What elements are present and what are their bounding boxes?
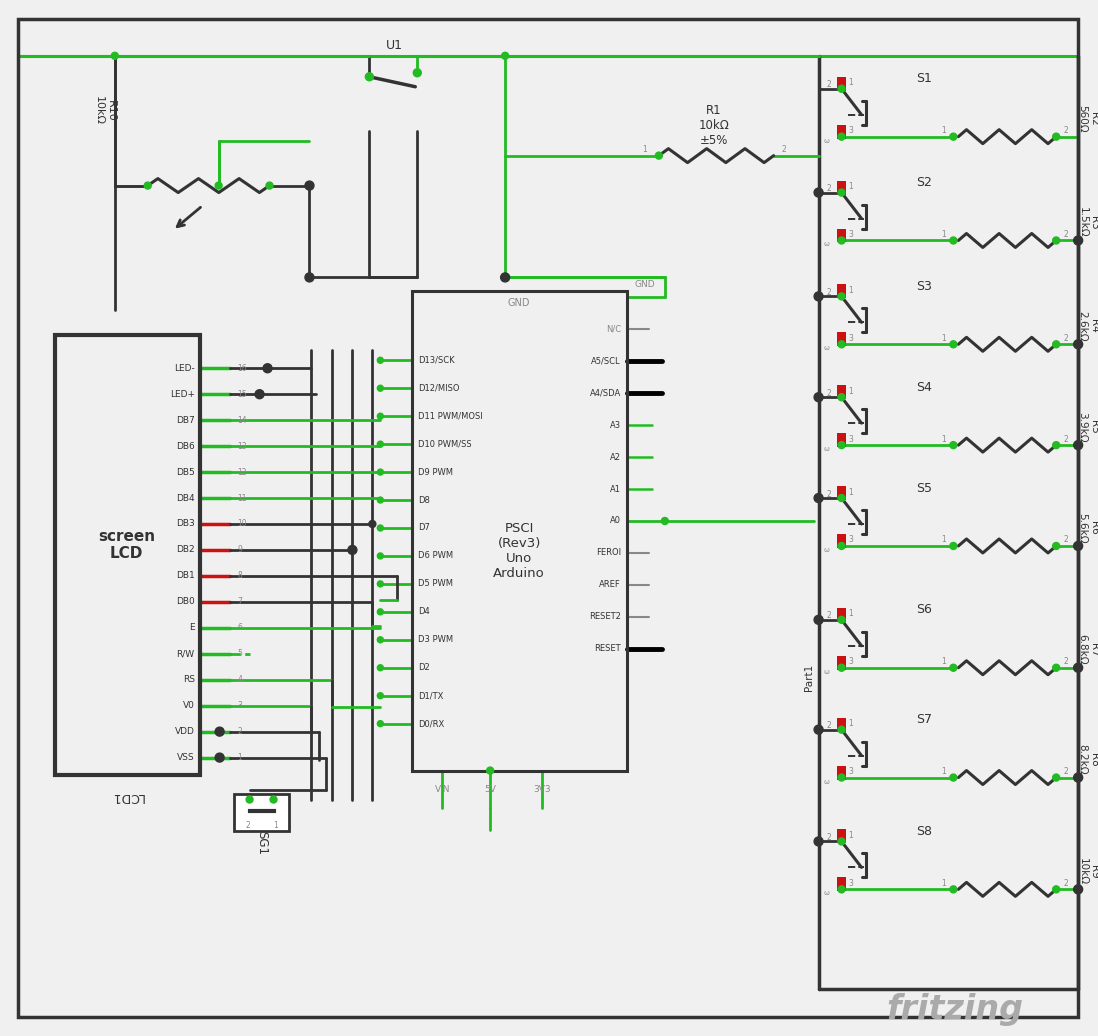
Text: 2: 2 — [827, 80, 831, 89]
Text: 3: 3 — [849, 230, 853, 239]
Text: 2: 2 — [1064, 657, 1068, 666]
Text: 5V: 5V — [484, 785, 496, 794]
Circle shape — [950, 664, 956, 671]
Circle shape — [1053, 441, 1060, 449]
Circle shape — [486, 767, 494, 774]
Text: S2: S2 — [917, 176, 932, 190]
Text: 2: 2 — [1064, 230, 1068, 239]
Text: 2: 2 — [827, 184, 831, 193]
Bar — [837, 433, 845, 448]
Text: 2: 2 — [827, 721, 831, 730]
Text: S6: S6 — [917, 603, 932, 616]
Circle shape — [1053, 134, 1060, 140]
Circle shape — [1074, 773, 1083, 782]
Text: PSCI
(Rev3)
Uno
Arduino: PSCI (Rev3) Uno Arduino — [493, 522, 545, 580]
Text: R10
10kΩ: R10 10kΩ — [94, 96, 115, 125]
Circle shape — [111, 52, 119, 59]
Circle shape — [1074, 885, 1083, 894]
Text: 1: 1 — [941, 536, 945, 545]
Circle shape — [366, 73, 373, 81]
Circle shape — [1074, 440, 1083, 450]
Text: 2: 2 — [1064, 536, 1068, 545]
Bar — [837, 385, 845, 399]
Text: 3: 3 — [849, 767, 853, 776]
Circle shape — [814, 493, 824, 502]
Text: D5 PWM: D5 PWM — [418, 579, 453, 588]
Circle shape — [838, 293, 845, 299]
Text: D11 PWM/MOSI: D11 PWM/MOSI — [418, 411, 483, 421]
Bar — [837, 229, 845, 242]
Text: DB2: DB2 — [176, 545, 194, 554]
Circle shape — [838, 494, 845, 501]
Text: 3: 3 — [849, 126, 853, 135]
Text: R/W: R/W — [177, 650, 194, 658]
Circle shape — [838, 237, 845, 243]
Text: 15: 15 — [237, 390, 247, 399]
Circle shape — [814, 725, 824, 735]
Text: 2: 2 — [782, 145, 786, 154]
Text: 3V3: 3V3 — [534, 785, 551, 794]
Circle shape — [814, 393, 824, 402]
Text: A3: A3 — [609, 421, 621, 430]
Text: R7
6.8kΩ: R7 6.8kΩ — [1077, 634, 1098, 665]
Text: LCD1: LCD1 — [110, 790, 144, 803]
Text: LED-: LED- — [173, 364, 194, 373]
Text: ω: ω — [824, 138, 830, 144]
Text: ω: ω — [824, 547, 830, 553]
Text: E: E — [189, 624, 194, 632]
Text: VIN: VIN — [435, 785, 450, 794]
Circle shape — [369, 520, 376, 527]
Text: S3: S3 — [917, 280, 932, 293]
Text: 2: 2 — [1064, 879, 1068, 888]
Circle shape — [1053, 341, 1060, 348]
Bar — [234, 794, 290, 832]
Text: 2: 2 — [827, 611, 831, 621]
Text: ω: ω — [824, 447, 830, 452]
Circle shape — [950, 543, 956, 549]
Text: 3: 3 — [849, 879, 853, 888]
Text: 14: 14 — [237, 415, 247, 425]
Text: A4/SDA: A4/SDA — [590, 388, 621, 398]
Text: 3: 3 — [237, 701, 243, 710]
Circle shape — [501, 272, 509, 282]
Circle shape — [950, 441, 956, 449]
Circle shape — [270, 796, 277, 803]
Text: Part1: Part1 — [804, 664, 814, 691]
Text: D3 PWM: D3 PWM — [418, 635, 453, 644]
Circle shape — [502, 52, 508, 59]
Text: VDD: VDD — [175, 727, 194, 737]
Text: D1/TX: D1/TX — [418, 691, 444, 700]
Circle shape — [255, 390, 264, 399]
Text: R1
10kΩ
±5%: R1 10kΩ ±5% — [698, 105, 729, 147]
Text: LED+: LED+ — [170, 390, 194, 399]
Text: S5: S5 — [917, 482, 932, 494]
Circle shape — [378, 497, 383, 503]
Text: DB5: DB5 — [176, 467, 194, 477]
Bar — [837, 534, 845, 548]
Text: A2: A2 — [609, 453, 621, 462]
Text: D12/MISO: D12/MISO — [418, 383, 460, 393]
Text: D2: D2 — [418, 663, 430, 672]
Circle shape — [838, 134, 845, 140]
Circle shape — [378, 357, 383, 364]
Text: 16: 16 — [237, 364, 247, 373]
Text: 8: 8 — [237, 572, 243, 580]
Text: 2: 2 — [1064, 435, 1068, 443]
Circle shape — [378, 665, 383, 670]
Text: AREF: AREF — [600, 580, 621, 589]
Circle shape — [1053, 543, 1060, 549]
Text: 2: 2 — [827, 288, 831, 297]
Text: FEROI: FEROI — [596, 548, 621, 557]
Text: 2: 2 — [827, 833, 831, 842]
Text: D10 PWM/SS: D10 PWM/SS — [418, 439, 472, 449]
Bar — [837, 830, 845, 843]
Text: S4: S4 — [917, 380, 932, 394]
Text: ω: ω — [824, 778, 830, 784]
Circle shape — [661, 518, 669, 524]
Circle shape — [656, 152, 662, 160]
Text: R4
2.6kΩ: R4 2.6kΩ — [1077, 311, 1098, 342]
Text: 2: 2 — [827, 388, 831, 398]
Text: SG1: SG1 — [255, 832, 268, 856]
Text: 2: 2 — [827, 490, 831, 498]
Circle shape — [1074, 340, 1083, 349]
